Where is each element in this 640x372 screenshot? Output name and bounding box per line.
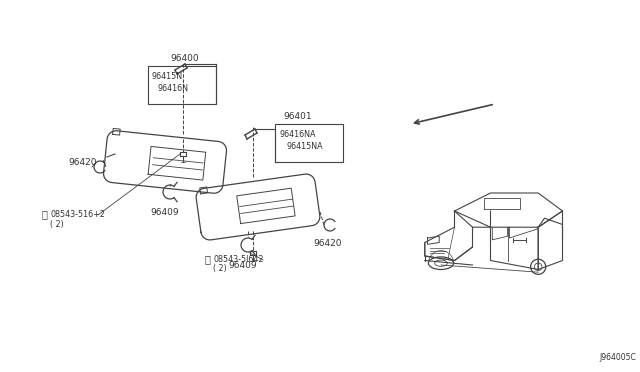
Text: ( 2): ( 2) [213,264,227,273]
Text: 08543-5l642: 08543-5l642 [213,254,264,263]
Text: 96415NA: 96415NA [287,141,324,151]
Text: ( 2): ( 2) [50,219,64,228]
Text: 96420: 96420 [68,157,97,167]
Bar [275,124,343,162]
Text: 96416N: 96416N [158,83,189,93]
Text: 96409: 96409 [228,260,257,269]
Text: Ⓢ: Ⓢ [205,254,211,264]
Text: 08543-516+2: 08543-516+2 [50,209,105,218]
Text: 96415N: 96415N [151,71,182,80]
Text: 96401: 96401 [283,112,312,121]
Bar [148,66,216,104]
Text: J964005C: J964005C [599,353,636,362]
Text: 96400: 96400 [170,54,198,62]
Text: 96416NA: 96416NA [280,129,317,138]
Text: 96409: 96409 [150,208,179,217]
Text: Ⓢ: Ⓢ [42,209,48,219]
Text: 96420: 96420 [314,238,342,247]
